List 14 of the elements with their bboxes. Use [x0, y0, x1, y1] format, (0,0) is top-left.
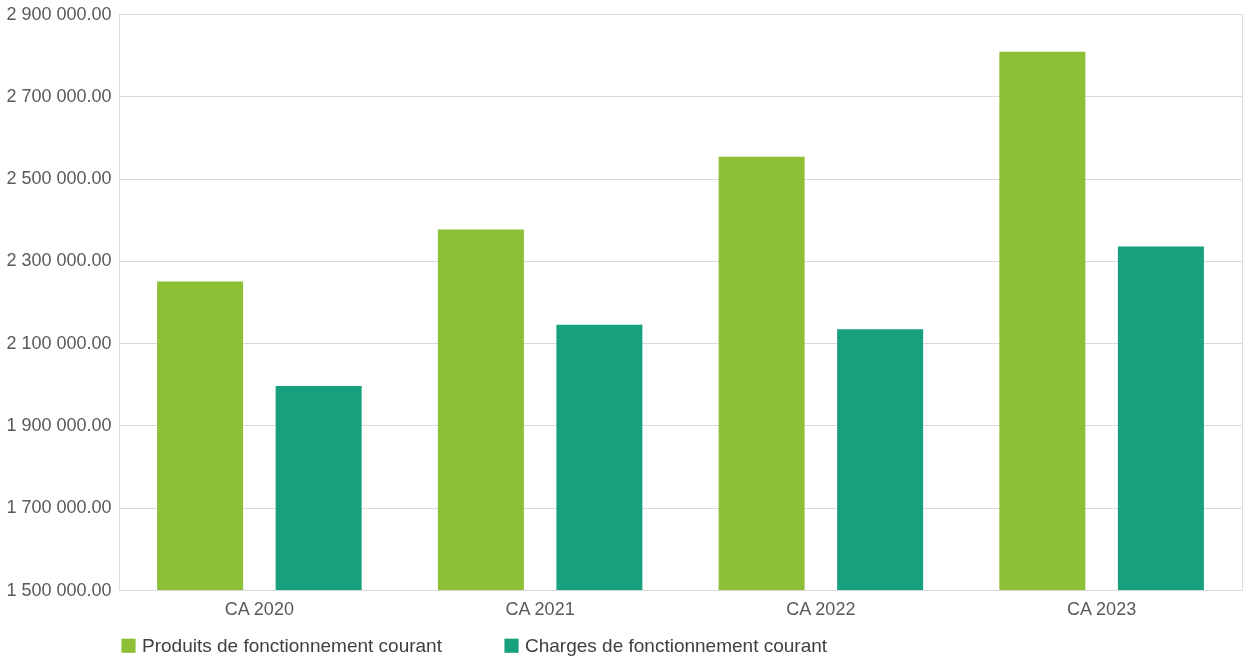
legend-label: Charges de fonctionnement courant [525, 634, 828, 656]
legend-label: Produits de fonctionnement courant [142, 634, 443, 656]
x-tick-label: CA 2022 [786, 598, 856, 619]
x-tick-label: CA 2020 [224, 598, 294, 619]
x-tick-label: CA 2023 [1067, 598, 1137, 619]
y-tick-label: 2 900 000.00 [6, 3, 112, 24]
y-tick-label: 1 900 000.00 [6, 414, 112, 435]
y-tick-label: 2 700 000.00 [6, 85, 112, 106]
y-tick-label: 2 300 000.00 [6, 250, 112, 271]
y-tick-label: 1 500 000.00 [6, 579, 112, 600]
y-tick-label: 2 500 000.00 [6, 168, 112, 189]
y-tick-label: 2 100 000.00 [6, 332, 112, 353]
x-tick-label: CA 2021 [505, 598, 575, 619]
y-tick-label: 1 700 000.00 [6, 497, 112, 518]
